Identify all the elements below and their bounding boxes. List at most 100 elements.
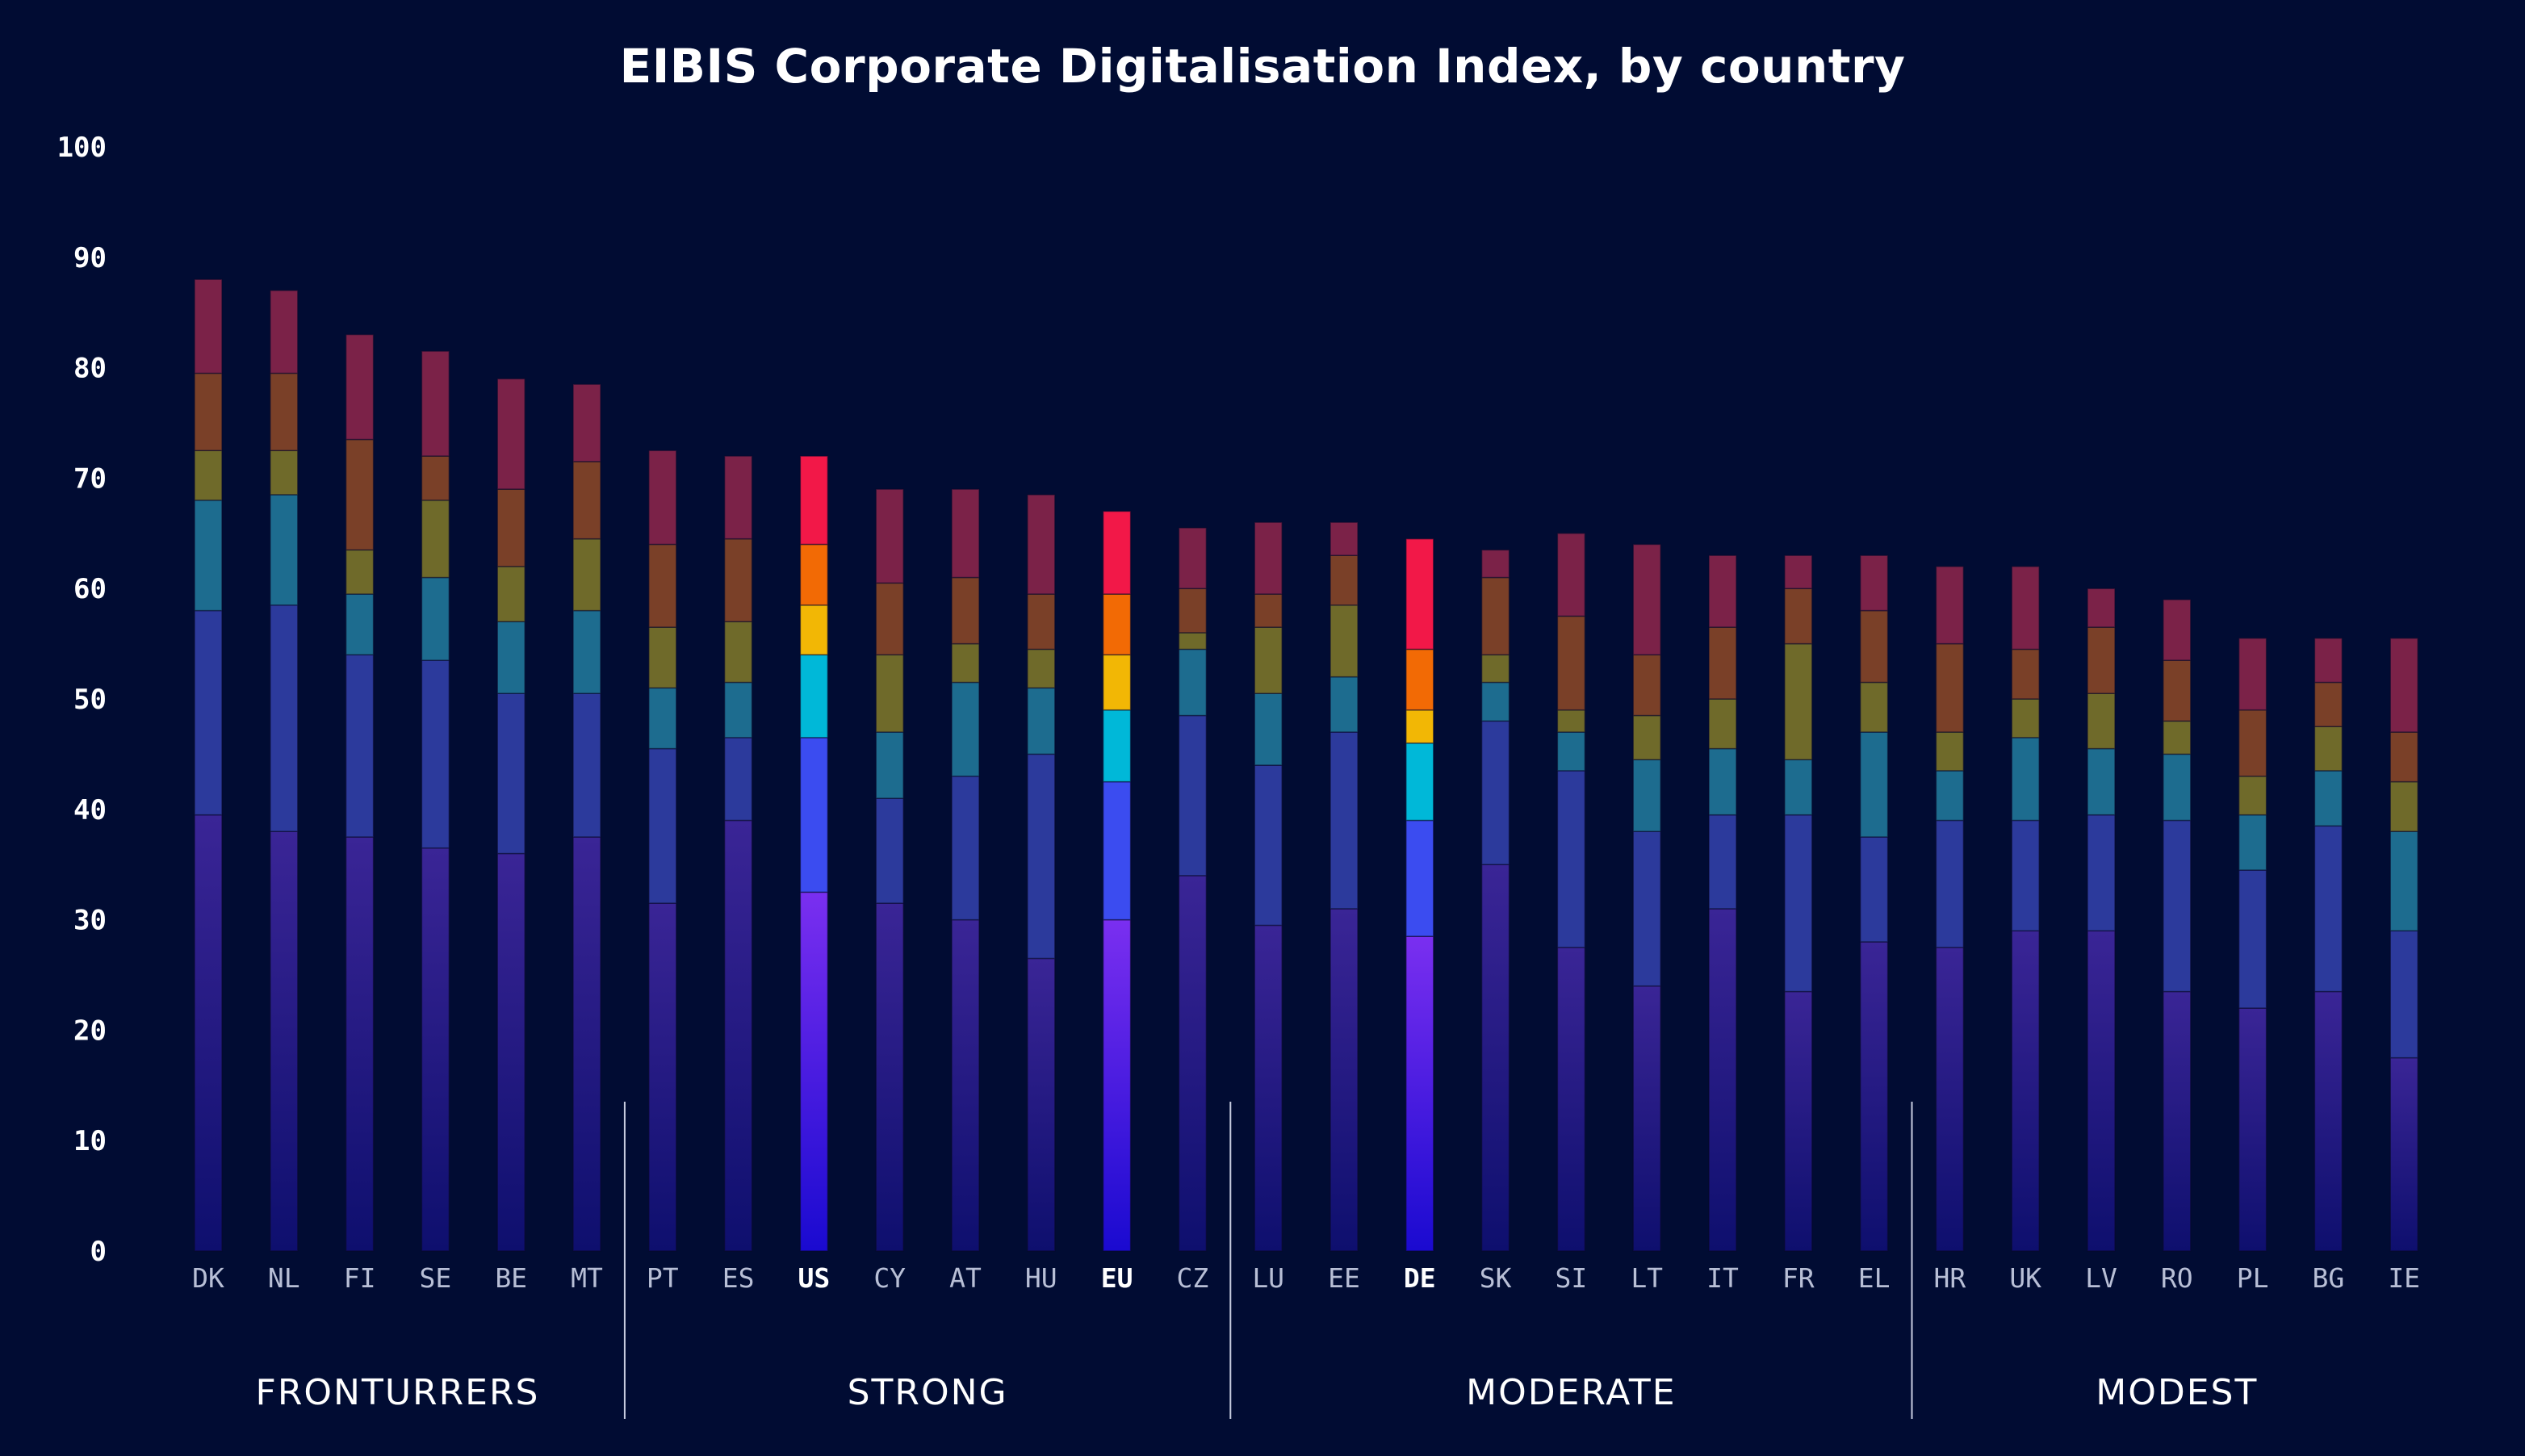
bar-segment — [345, 654, 375, 838]
x-tick-label: PL — [2237, 1262, 2269, 1294]
bar-segment — [345, 593, 375, 656]
bar-es — [723, 455, 753, 1252]
bar-segment — [1480, 654, 1510, 684]
bar-segment — [723, 538, 753, 622]
bars — [194, 278, 2418, 1252]
x-axis: DK NL FI SE BE MT PT ES US CY AT HU EU CZ LU EE DE SK SI LT… — [192, 1262, 2420, 1294]
bar-segment — [648, 687, 677, 750]
bar-segment — [1027, 687, 1056, 755]
y-tick-label: 10 — [73, 1125, 107, 1157]
bar-segment — [1935, 731, 1965, 772]
bar-segment — [723, 681, 753, 738]
bar-segment — [270, 372, 299, 451]
bar-segment — [1859, 554, 1889, 612]
bar-segment — [1859, 731, 1889, 838]
bar-segment — [2087, 814, 2116, 932]
x-tick-label: RO — [2161, 1262, 2193, 1294]
bar-segment — [572, 383, 601, 462]
bar-segment — [799, 654, 829, 738]
bar-segment — [1102, 654, 1132, 711]
bar-ie — [2389, 638, 2418, 1252]
bar-segment — [1708, 908, 1737, 1252]
x-tick-label: ES — [722, 1262, 755, 1294]
x-tick-label: NL — [268, 1262, 300, 1294]
bar-segment — [951, 488, 980, 579]
bar-pt — [648, 450, 677, 1252]
x-tick-label: LV — [2085, 1262, 2117, 1294]
bar-segment — [1329, 908, 1359, 1252]
bar-segment — [951, 681, 980, 777]
x-tick-label: SI — [1556, 1262, 1588, 1294]
bar-segment — [194, 609, 223, 816]
bar-segment — [2087, 747, 2116, 816]
bar-segment — [2238, 709, 2267, 777]
bar-segment — [1708, 698, 1737, 750]
bar-segment — [270, 290, 299, 374]
bar-ee — [1329, 521, 1359, 1252]
bar-segment — [421, 659, 450, 849]
bar-segment — [648, 626, 677, 689]
x-tick-label: DE — [1404, 1262, 1436, 1294]
bar-segment — [2314, 638, 2343, 684]
bar-segment — [875, 582, 904, 656]
bar-segment — [1329, 604, 1359, 678]
bar-segment — [496, 488, 526, 567]
bar-segment — [2238, 869, 2267, 1009]
y-tick-label: 30 — [73, 905, 107, 937]
x-tick-label: MT — [571, 1262, 603, 1294]
bar-segment — [875, 797, 904, 904]
bar-ro — [2163, 599, 2192, 1252]
bar-segment — [1329, 521, 1359, 556]
bar-segment — [1102, 780, 1132, 921]
bar-segment — [270, 831, 299, 1252]
y-tick-label: 100 — [57, 132, 107, 164]
x-tick-label: UK — [2009, 1262, 2041, 1294]
bar-segment — [1254, 764, 1283, 927]
y-tick-label: 40 — [73, 794, 107, 826]
y-tick-label: 60 — [73, 573, 107, 605]
bar-sk — [1480, 549, 1510, 1252]
bar-segment — [2389, 1056, 2418, 1252]
bar-segment — [1254, 924, 1283, 1252]
bar-segment — [1859, 836, 1889, 943]
x-tick-label: BE — [495, 1262, 527, 1294]
bar-segment — [2163, 659, 2192, 722]
bar-segment — [194, 814, 223, 1252]
bar-lv — [2087, 588, 2116, 1252]
bar-lu — [1254, 521, 1283, 1252]
bar-segment — [1254, 692, 1283, 766]
bar-segment — [1480, 576, 1510, 656]
bar-segment — [648, 450, 677, 546]
bar-de — [1405, 538, 1434, 1252]
x-tick-label: HR — [1934, 1262, 1966, 1294]
bar-segment — [421, 350, 450, 457]
bar-mt — [572, 383, 601, 1252]
x-tick-label: HU — [1025, 1262, 1057, 1294]
bar-eu — [1102, 510, 1132, 1252]
bar-segment — [270, 494, 299, 606]
bar-segment — [1708, 626, 1737, 700]
bar-cy — [875, 488, 904, 1252]
bar-hu — [1027, 494, 1056, 1252]
bar-segment — [1102, 593, 1132, 656]
bar-segment — [723, 737, 753, 822]
group-label: MODERATE — [1466, 1372, 1676, 1413]
bar-segment — [1480, 681, 1510, 722]
bar-segment — [1556, 731, 1586, 772]
bar-at — [951, 488, 980, 1252]
bar-segment — [1708, 747, 1737, 816]
x-tick-label: IT — [1706, 1262, 1739, 1294]
bar-segment — [1254, 626, 1283, 694]
bar-segment — [1027, 957, 1056, 1252]
bar-segment — [1027, 494, 1056, 595]
bar-segment — [1178, 527, 1208, 589]
bar-segment — [572, 538, 601, 612]
bar-segment — [1405, 742, 1434, 822]
bar-segment — [572, 692, 601, 838]
bar-segment — [2087, 692, 2116, 750]
bar-segment — [1784, 990, 1813, 1252]
bar-segment — [496, 852, 526, 1252]
x-tick-label: PT — [647, 1262, 679, 1294]
bar-lt — [1632, 543, 1661, 1252]
bar-segment — [799, 891, 829, 1252]
